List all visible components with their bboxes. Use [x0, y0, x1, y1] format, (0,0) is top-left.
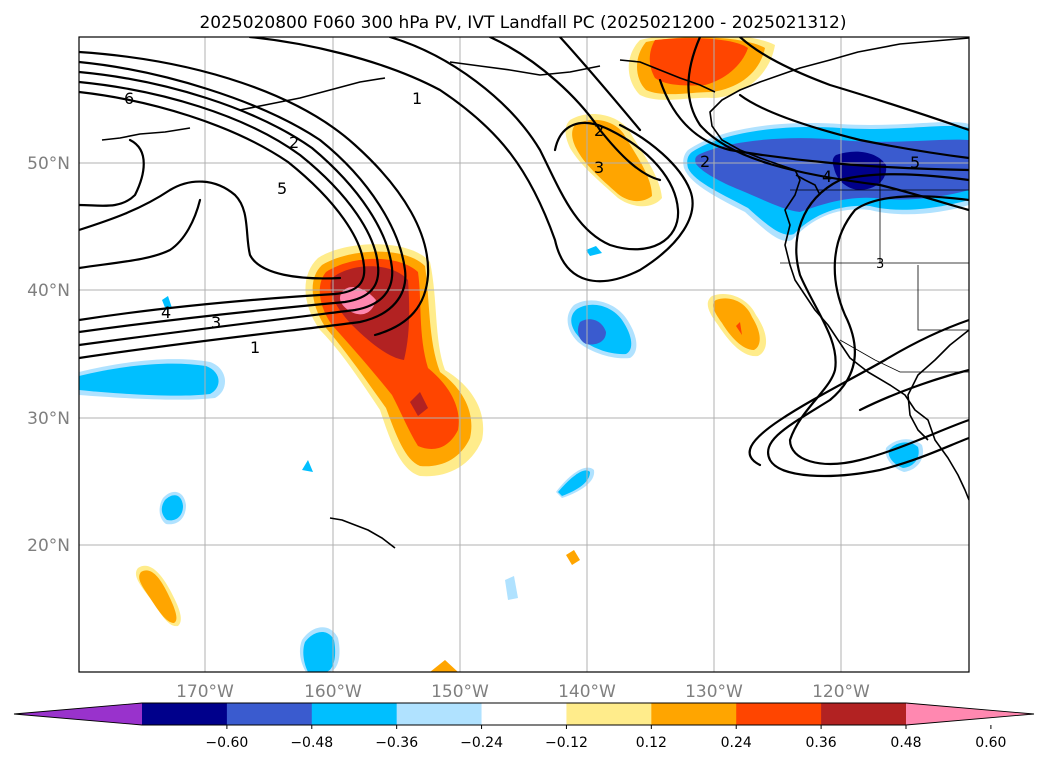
contour-label: 1 [250, 338, 260, 357]
colorbar-tick-label: −0.24 [460, 735, 503, 751]
ivt-shading [79, 37, 969, 672]
contour-label: 3 [211, 313, 221, 332]
colorbar-tick-label: 0.60 [975, 735, 1006, 751]
contour-label: 5 [277, 179, 287, 198]
contour-label: 4 [161, 303, 171, 322]
colorbar-tick-label: 0.36 [806, 735, 837, 751]
contour-label: 5 [910, 153, 920, 172]
colorbar-segment [651, 703, 737, 725]
contour-label: 2 [289, 133, 299, 152]
colorbar-segment [226, 703, 313, 725]
lat-label: 20°N [27, 536, 70, 556]
lon-label: 130°W [685, 682, 743, 702]
contour-label: 3 [594, 158, 604, 177]
latitude-labels: 50°N 40°N 30°N 20°N [27, 154, 70, 556]
colorbar-segment [396, 703, 483, 725]
colorbar-extend-low [14, 703, 142, 725]
lat-label: 40°N [27, 281, 70, 301]
contour-label: 3 [876, 257, 884, 272]
colorbar-outline [13, 702, 1035, 726]
colorbar-segment [736, 703, 822, 725]
colorbar-tick-label: −0.60 [205, 735, 248, 751]
map-panel: 6 2 5 4 3 1 1 2 3 2 4 5 3 [78, 36, 970, 673]
figure-title: 2025020800 F060 300 hPa PV, IVT Landfall… [199, 13, 846, 33]
contour-label: 2 [594, 121, 604, 140]
map-frame [78, 36, 970, 673]
colorbar-segment [566, 703, 652, 725]
coastlines [101, 37, 969, 549]
contour-label: 4 [822, 167, 832, 186]
lon-label: 160°W [304, 682, 362, 702]
contour-labels: 6 2 5 4 3 1 1 2 3 2 4 5 3 [124, 89, 920, 357]
colorbar-tick-label: −0.36 [375, 735, 418, 751]
lon-label: 140°W [558, 682, 616, 702]
lon-label: 120°W [812, 682, 870, 702]
colorbar-segment [481, 703, 567, 725]
colorbar-tick-label: −0.48 [290, 735, 333, 751]
colorbar-tick-label: −0.12 [545, 735, 588, 751]
colorbar-tick-label: 0.24 [721, 735, 752, 751]
longitude-labels: 170°W 160°W 150°W 140°W 130°W 120°W [176, 682, 870, 702]
lat-label: 50°N [27, 154, 70, 174]
colorbar-segment [821, 703, 907, 725]
colorbar-tick-label: 0.48 [890, 735, 921, 751]
contour-label: 1 [412, 89, 422, 108]
graticule [79, 37, 969, 672]
lat-label: 30°N [27, 409, 70, 429]
pv-contours [79, 37, 969, 478]
colorbar-tick-label: 0.12 [636, 735, 667, 751]
colorbar [13, 702, 1035, 726]
colorbar-tick-labels: −0.60 −0.48 −0.36 −0.24 −0.12 0.12 0.24 0.36 0.4… [205, 725, 1006, 751]
contour-label: 2 [700, 152, 710, 171]
lon-label: 150°W [431, 682, 489, 702]
contour-label: 6 [124, 89, 134, 108]
colorbar-extend-high [906, 703, 1034, 725]
lon-label: 170°W [176, 682, 234, 702]
colorbar-segment [142, 703, 228, 725]
colorbar-segment [311, 703, 398, 725]
